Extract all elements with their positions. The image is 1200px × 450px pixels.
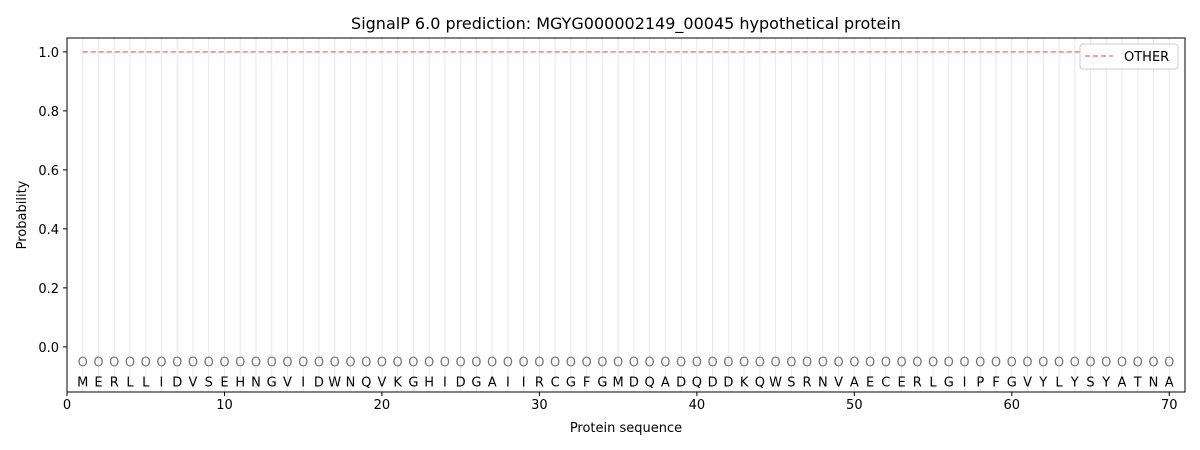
residue-label-mark: O (707, 356, 717, 371)
residue-label-mark: O (109, 356, 119, 371)
residue-label-mark: O (566, 356, 576, 371)
residue-label-mark: O (219, 356, 229, 371)
residue-label-mark: O (818, 356, 828, 371)
residue-label-mark: O (849, 356, 859, 371)
residue-label-mark: O (865, 356, 875, 371)
residue-label-mark: O (975, 356, 985, 371)
residue-label-mark: O (991, 356, 1001, 371)
residue-label-mark: O (896, 356, 906, 371)
residue-label-mark: O (330, 356, 340, 371)
residue-label-mark: O (645, 356, 655, 371)
residue-label-mark: O (534, 356, 544, 371)
x-tick-label: 60 (1004, 398, 1021, 413)
x-tick-label: 0 (63, 398, 71, 413)
residue-label-mark: O (739, 356, 749, 371)
residue-label-mark: O (125, 356, 135, 371)
residue-label-mark: O (1085, 356, 1095, 371)
residue-label-mark: O (172, 356, 182, 371)
y-tick-label: 1.0 (38, 46, 59, 61)
residue-label-mark: O (1117, 356, 1127, 371)
residue-label-mark: O (188, 356, 198, 371)
residue-label-mark: O (692, 356, 702, 371)
residue-label-mark: O (550, 356, 560, 371)
y-tick-label: 0.4 (38, 223, 59, 238)
residue-label-mark: O (786, 356, 796, 371)
residue-label-mark: O (1054, 356, 1064, 371)
residue-label-mark: O (912, 356, 922, 371)
residue-label-mark: O (314, 356, 324, 371)
residue-label-mark: O (1164, 356, 1174, 371)
residue-label-mark: O (802, 356, 812, 371)
x-tick-label: 10 (216, 398, 233, 413)
residue-label-mark: O (440, 356, 450, 371)
x-tick-label: 40 (689, 398, 706, 413)
residue-label-mark: O (361, 356, 371, 371)
residue-label-mark: O (1070, 356, 1080, 371)
residue-label-mark: O (629, 356, 639, 371)
x-tick-label: 70 (1161, 398, 1178, 413)
residue-label-mark: O (93, 356, 103, 371)
residue-label-mark: O (944, 356, 954, 371)
legend: OTHER (1079, 43, 1179, 70)
x-tick-label: 20 (374, 398, 391, 413)
residue-label-mark: O (959, 356, 969, 371)
residue-label-mark: O (78, 356, 88, 371)
residue-label-mark: O (1038, 356, 1048, 371)
residue-label-mark: O (582, 356, 592, 371)
legend-label-other: OTHER (1124, 50, 1169, 65)
x-tick-label: 30 (531, 398, 548, 413)
residue-label-mark: O (1133, 356, 1143, 371)
y-tick-label: 0.6 (38, 164, 59, 179)
residue-label-mark: O (204, 356, 214, 371)
residue-label-mark: O (833, 356, 843, 371)
y-tick-label: 0.0 (38, 341, 59, 356)
x-tick-label: 50 (846, 398, 863, 413)
residue-label-mark: O (928, 356, 938, 371)
residue-label-mark: O (298, 356, 308, 371)
residue-label-mark: O (408, 356, 418, 371)
y-tick-label: 0.8 (38, 105, 59, 120)
residue-label-mark: O (424, 356, 434, 371)
residue-label-mark: O (723, 356, 733, 371)
residue-label-mark: O (377, 356, 387, 371)
residue-label-mark: O (1007, 356, 1017, 371)
residue-label-mark: O (251, 356, 261, 371)
residue-label-mark: O (282, 356, 292, 371)
residue-label-mark: O (881, 356, 891, 371)
residue-label-mark: O (503, 356, 513, 371)
residue-label-mark: O (676, 356, 686, 371)
residue-label-mark: O (1022, 356, 1032, 371)
y-tick-label: 0.2 (38, 282, 59, 297)
residue-label-mark: O (393, 356, 403, 371)
residue-label-mark: O (235, 356, 245, 371)
residue-label-mark: O (487, 356, 497, 371)
residue-label-mark: O (1101, 356, 1111, 371)
legend-box (1079, 43, 1179, 70)
y-axis-label: Probability (15, 180, 30, 249)
residue-label-mark: O (345, 356, 355, 371)
residue-label-mark: O (597, 356, 607, 371)
residue-label-mark: O (156, 356, 166, 371)
residue-label-mark: O (755, 356, 765, 371)
x-axis-label: Protein sequence (570, 421, 682, 436)
residue-label-mark: O (519, 356, 529, 371)
residue-label-mark: O (456, 356, 466, 371)
residue-label-mark: O (471, 356, 481, 371)
residue-label-mark: O (613, 356, 623, 371)
plot-frame (66, 37, 1186, 393)
residue-label-mark: O (1148, 356, 1158, 371)
residue-label-mark: O (770, 356, 780, 371)
residue-label-mark: O (660, 356, 670, 371)
residue-label-mark: O (141, 356, 151, 371)
residue-sequence: MERLLIDVSEHNGVIDWNQVKGHIDGAIIRCGFGMDQADQ… (77, 375, 1174, 390)
residue-label-mark: O (267, 356, 277, 371)
chart-title: SignalP 6.0 prediction: MGYG000002149_00… (351, 14, 901, 34)
